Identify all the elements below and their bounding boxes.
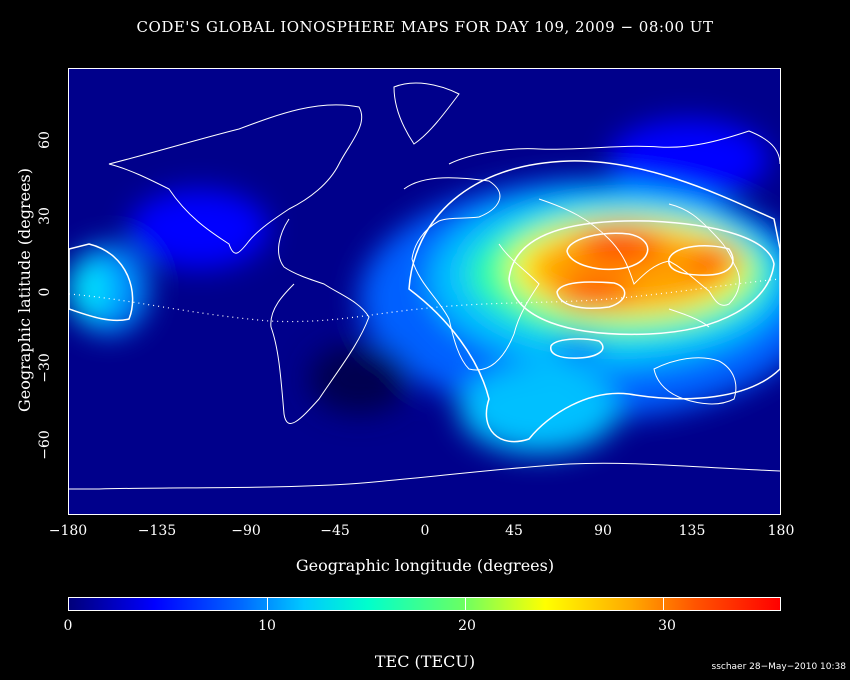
y-tick-label: 30 [37, 207, 53, 225]
tec-map [68, 68, 781, 515]
x-tick-label: 135 [678, 523, 706, 539]
y-axis-label: Geographic latitude (degrees) [15, 168, 34, 412]
x-tick-label: 180 [767, 523, 795, 539]
y-tick-label: 0 [37, 287, 53, 297]
colorbar [68, 597, 781, 611]
x-tick-label: 0 [420, 523, 430, 539]
x-axis-label: Geographic longitude (degrees) [295, 556, 555, 575]
credit-text: sschaer 28−May−2010 10:38 [711, 662, 847, 672]
map-title: CODE'S GLOBAL IONOSPHERE MAPS FOR DAY 10… [136, 18, 714, 36]
x-tick-label: −90 [231, 523, 261, 539]
coastlines [69, 82, 780, 490]
tec-contours [69, 160, 780, 443]
x-tick-label: −45 [320, 523, 350, 539]
colorbar-divider [663, 598, 664, 610]
tec-map-svg [69, 69, 780, 514]
y-tick-label: −30 [37, 353, 53, 383]
colorbar-divider [267, 598, 268, 610]
x-tick-label: 45 [505, 523, 523, 539]
colorbar-tick-label: 20 [458, 618, 476, 634]
x-tick-label: 90 [594, 523, 612, 539]
y-tick-label: 60 [37, 131, 53, 149]
colorbar-tick-label: 0 [63, 618, 73, 634]
x-tick-label: −180 [48, 523, 88, 539]
y-tick-label: −60 [37, 430, 53, 460]
colorbar-label: TEC (TECU) [374, 652, 476, 671]
colorbar-tick-label: 30 [658, 618, 676, 634]
x-tick-label: −135 [137, 523, 177, 539]
colorbar-tick-label: 10 [258, 618, 276, 634]
colorbar-divider [465, 598, 466, 610]
